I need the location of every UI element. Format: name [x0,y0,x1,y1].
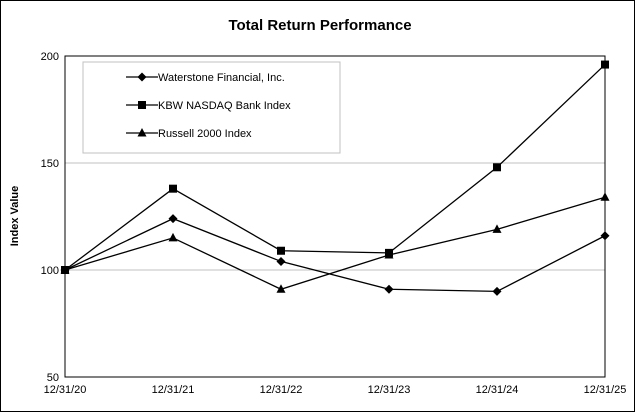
y-tick-label: 150 [41,158,59,170]
chart-title: Total Return Performance [228,17,411,34]
legend-marker [137,128,147,137]
x-tick-label: 12/31/25 [584,384,627,396]
data-point [276,256,286,266]
x-tick-label: 12/31/22 [260,384,303,396]
gridlines [65,162,605,271]
data-point [492,286,502,296]
data-point [493,163,501,172]
legend-label: KBW NASDAQ Bank Index [158,100,291,112]
data-point [276,284,286,293]
data-point [601,60,609,69]
data-point [168,214,178,224]
series-diamond [60,214,610,296]
series-line [64,196,606,290]
legend-label: Russell 2000 Index [158,128,252,140]
legend-item: Russell 2000 Index [126,128,252,140]
x-tick-label: 12/31/23 [368,384,411,396]
data-point [169,184,177,193]
legend-item: Waterstone Financial, Inc. [126,72,285,84]
data-point [384,284,394,294]
series-line [64,217,606,293]
y-tick-label: 100 [41,265,59,277]
series-line [64,64,606,271]
x-tick-label: 12/31/21 [152,384,195,396]
series-triangle [60,192,610,293]
data-point [168,232,178,242]
y-tick-label: 50 [47,372,59,384]
x-tick-label: 12/31/24 [476,384,519,396]
plot-area [64,55,606,378]
data-point [492,224,502,233]
legend-box [82,61,341,154]
data-point [600,231,610,241]
data-point [600,192,610,201]
y-axis-ticks: 50 100 150 200 [41,51,59,384]
legend-item: KBW NASDAQ Bank Index [126,100,291,112]
legend: Waterstone Financial, Inc. KBW NASDAQ Ban… [82,61,341,154]
legend-marker [137,72,147,82]
y-axis-label: Index Value [9,186,21,247]
y-tick-label: 200 [41,51,59,63]
data-point [277,246,285,255]
legend-label: Waterstone Financial, Inc. [158,72,285,84]
legend-marker [138,101,146,109]
series-layer [60,60,610,296]
x-axis-ticks: 12/31/20 12/31/21 12/31/22 12/31/23 12/31/24… [44,384,627,396]
x-tick-label: 12/31/20 [44,384,87,396]
data-point [384,250,394,259]
data-point [60,265,70,274]
